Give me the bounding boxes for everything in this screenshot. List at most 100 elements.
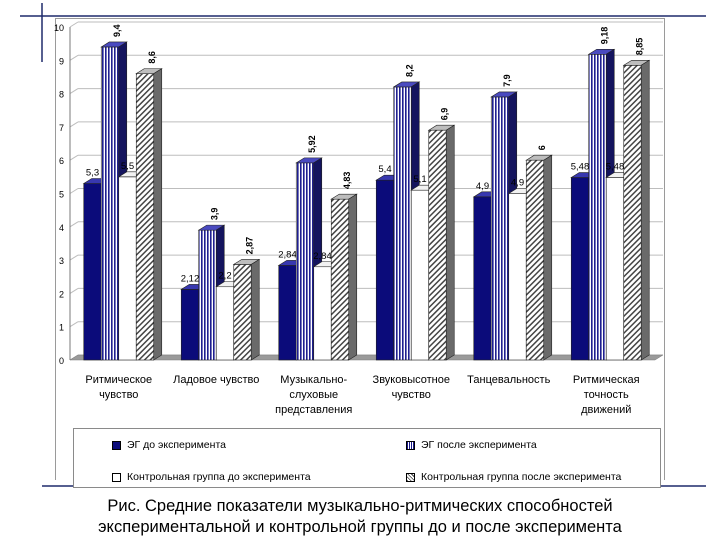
gridline-side: [69, 88, 79, 95]
data-label: 5,5: [121, 161, 134, 172]
x-tick-label: слуховые: [289, 389, 338, 401]
x-tick-label: точность: [584, 389, 629, 401]
bar: [233, 264, 252, 361]
x-tick-label: Звуковысотное: [373, 374, 450, 386]
data-label: 2,12: [181, 273, 200, 284]
bar: [508, 193, 527, 361]
figure-caption-line-2: экспериментальной и контрольной группы д…: [98, 518, 622, 536]
legend-label: Контрольная группа после эксперимента: [421, 471, 622, 483]
bar: [410, 189, 430, 361]
bar-side: [250, 258, 260, 361]
bar: [330, 198, 350, 361]
bar-side: [153, 68, 163, 361]
data-label: 8,6: [147, 51, 157, 64]
legend-swatch-ctrl-before: [112, 472, 121, 482]
y-tick-label: 5: [59, 190, 64, 200]
data-label: 6: [537, 145, 547, 150]
x-tick-label: представления: [275, 404, 352, 416]
bar: [198, 229, 217, 361]
data-label: 8,85: [635, 38, 645, 56]
bar-side: [445, 124, 455, 361]
x-tick-label: Ритмическая: [573, 374, 640, 386]
bar: [428, 129, 447, 361]
y-tick-label: 9: [59, 56, 64, 66]
x-tick-label: движений: [581, 404, 631, 416]
data-label: 6,9: [440, 108, 450, 121]
gridline-side: [69, 221, 79, 228]
legend-label: Контрольная группа до эксперимента: [127, 471, 311, 483]
y-tick-label: 3: [59, 256, 64, 266]
bar: [623, 64, 642, 361]
x-tick-label: Музыкально-: [280, 374, 347, 386]
chart-legend: ЭГ до эксперимента ЭГ после эксперимента…: [73, 428, 661, 488]
data-label: 5,92: [307, 135, 317, 153]
y-tick-label: 8: [59, 90, 64, 100]
bar-side: [348, 193, 358, 361]
legend-item-ctrl-before: Контрольная группа до эксперимента: [112, 471, 311, 483]
x-tick-label: Ритмическое: [85, 374, 152, 386]
data-label: 2,2: [218, 271, 231, 282]
bar: [605, 177, 625, 361]
data-label: 7,9: [502, 74, 512, 87]
gridline-side: [69, 121, 79, 128]
data-label: 3,9: [210, 208, 220, 221]
bar: [180, 289, 200, 361]
figure-caption-line-1: Рис. Средние показатели музыкально-ритми…: [107, 497, 613, 515]
gridline-side: [69, 188, 79, 194]
bar: [83, 183, 102, 361]
legend-swatch-eg-before: [112, 440, 121, 450]
data-label: 2,84: [278, 249, 297, 260]
legend-label: ЭГ до эксперимента: [127, 439, 226, 451]
bar: [375, 179, 395, 361]
bar: [588, 54, 607, 361]
bar: [473, 196, 492, 361]
gridline-side: [69, 54, 79, 61]
bar: [278, 265, 297, 361]
gridline-side: [69, 254, 79, 261]
y-tick-label: 0: [59, 356, 64, 366]
x-tick-label: чувство: [99, 389, 138, 401]
data-label: 2,87: [245, 237, 255, 255]
gridline-side: [69, 287, 79, 294]
data-label: 8,2: [405, 64, 415, 77]
gridline-side: [69, 21, 79, 28]
data-label: 5,3: [86, 168, 99, 179]
y-tick-label: 1: [59, 323, 64, 333]
legend-swatch-ctrl-after: [406, 472, 415, 482]
bar: [295, 162, 315, 361]
bar-side: [543, 154, 553, 361]
legend-item-ctrl-after: Контрольная группа после эксперимента: [406, 471, 621, 483]
y-tick-label: 7: [59, 123, 64, 133]
gridline-side: [69, 321, 79, 328]
legend-item-eg-before: ЭГ до эксперимента: [112, 439, 226, 451]
bar-side: [640, 59, 650, 361]
bar: [313, 266, 332, 361]
bar: [100, 46, 120, 361]
data-label: 5,48: [571, 162, 590, 173]
bar: [570, 177, 590, 361]
legend-swatch-eg-after: [406, 440, 415, 450]
data-label: 4,83: [342, 172, 352, 190]
x-tick-label: Ладовое чувство: [173, 374, 259, 386]
bar: [135, 73, 155, 361]
legend-item-eg-after: ЭГ после эксперимента: [406, 439, 537, 451]
bar: [525, 159, 545, 361]
x-tick-label: чувство: [392, 389, 431, 401]
data-label: 4,9: [511, 178, 524, 189]
x-tick-label: Танцевальность: [467, 374, 550, 386]
gridline-side: [69, 154, 79, 161]
data-label: 9,4: [112, 24, 122, 37]
data-label: 4,9: [476, 181, 489, 192]
data-label: 9,18: [600, 27, 610, 45]
y-tick-label: 10: [54, 23, 64, 33]
data-label: 5,48: [606, 162, 625, 173]
y-tick-label: 2: [59, 289, 64, 299]
bar: [490, 96, 510, 361]
legend-label: ЭГ после эксперимента: [421, 439, 537, 451]
bar: [393, 86, 412, 361]
bar: [215, 286, 235, 361]
y-tick-label: 4: [59, 223, 64, 233]
y-tick-label: 6: [59, 156, 64, 166]
bar: [118, 176, 137, 361]
